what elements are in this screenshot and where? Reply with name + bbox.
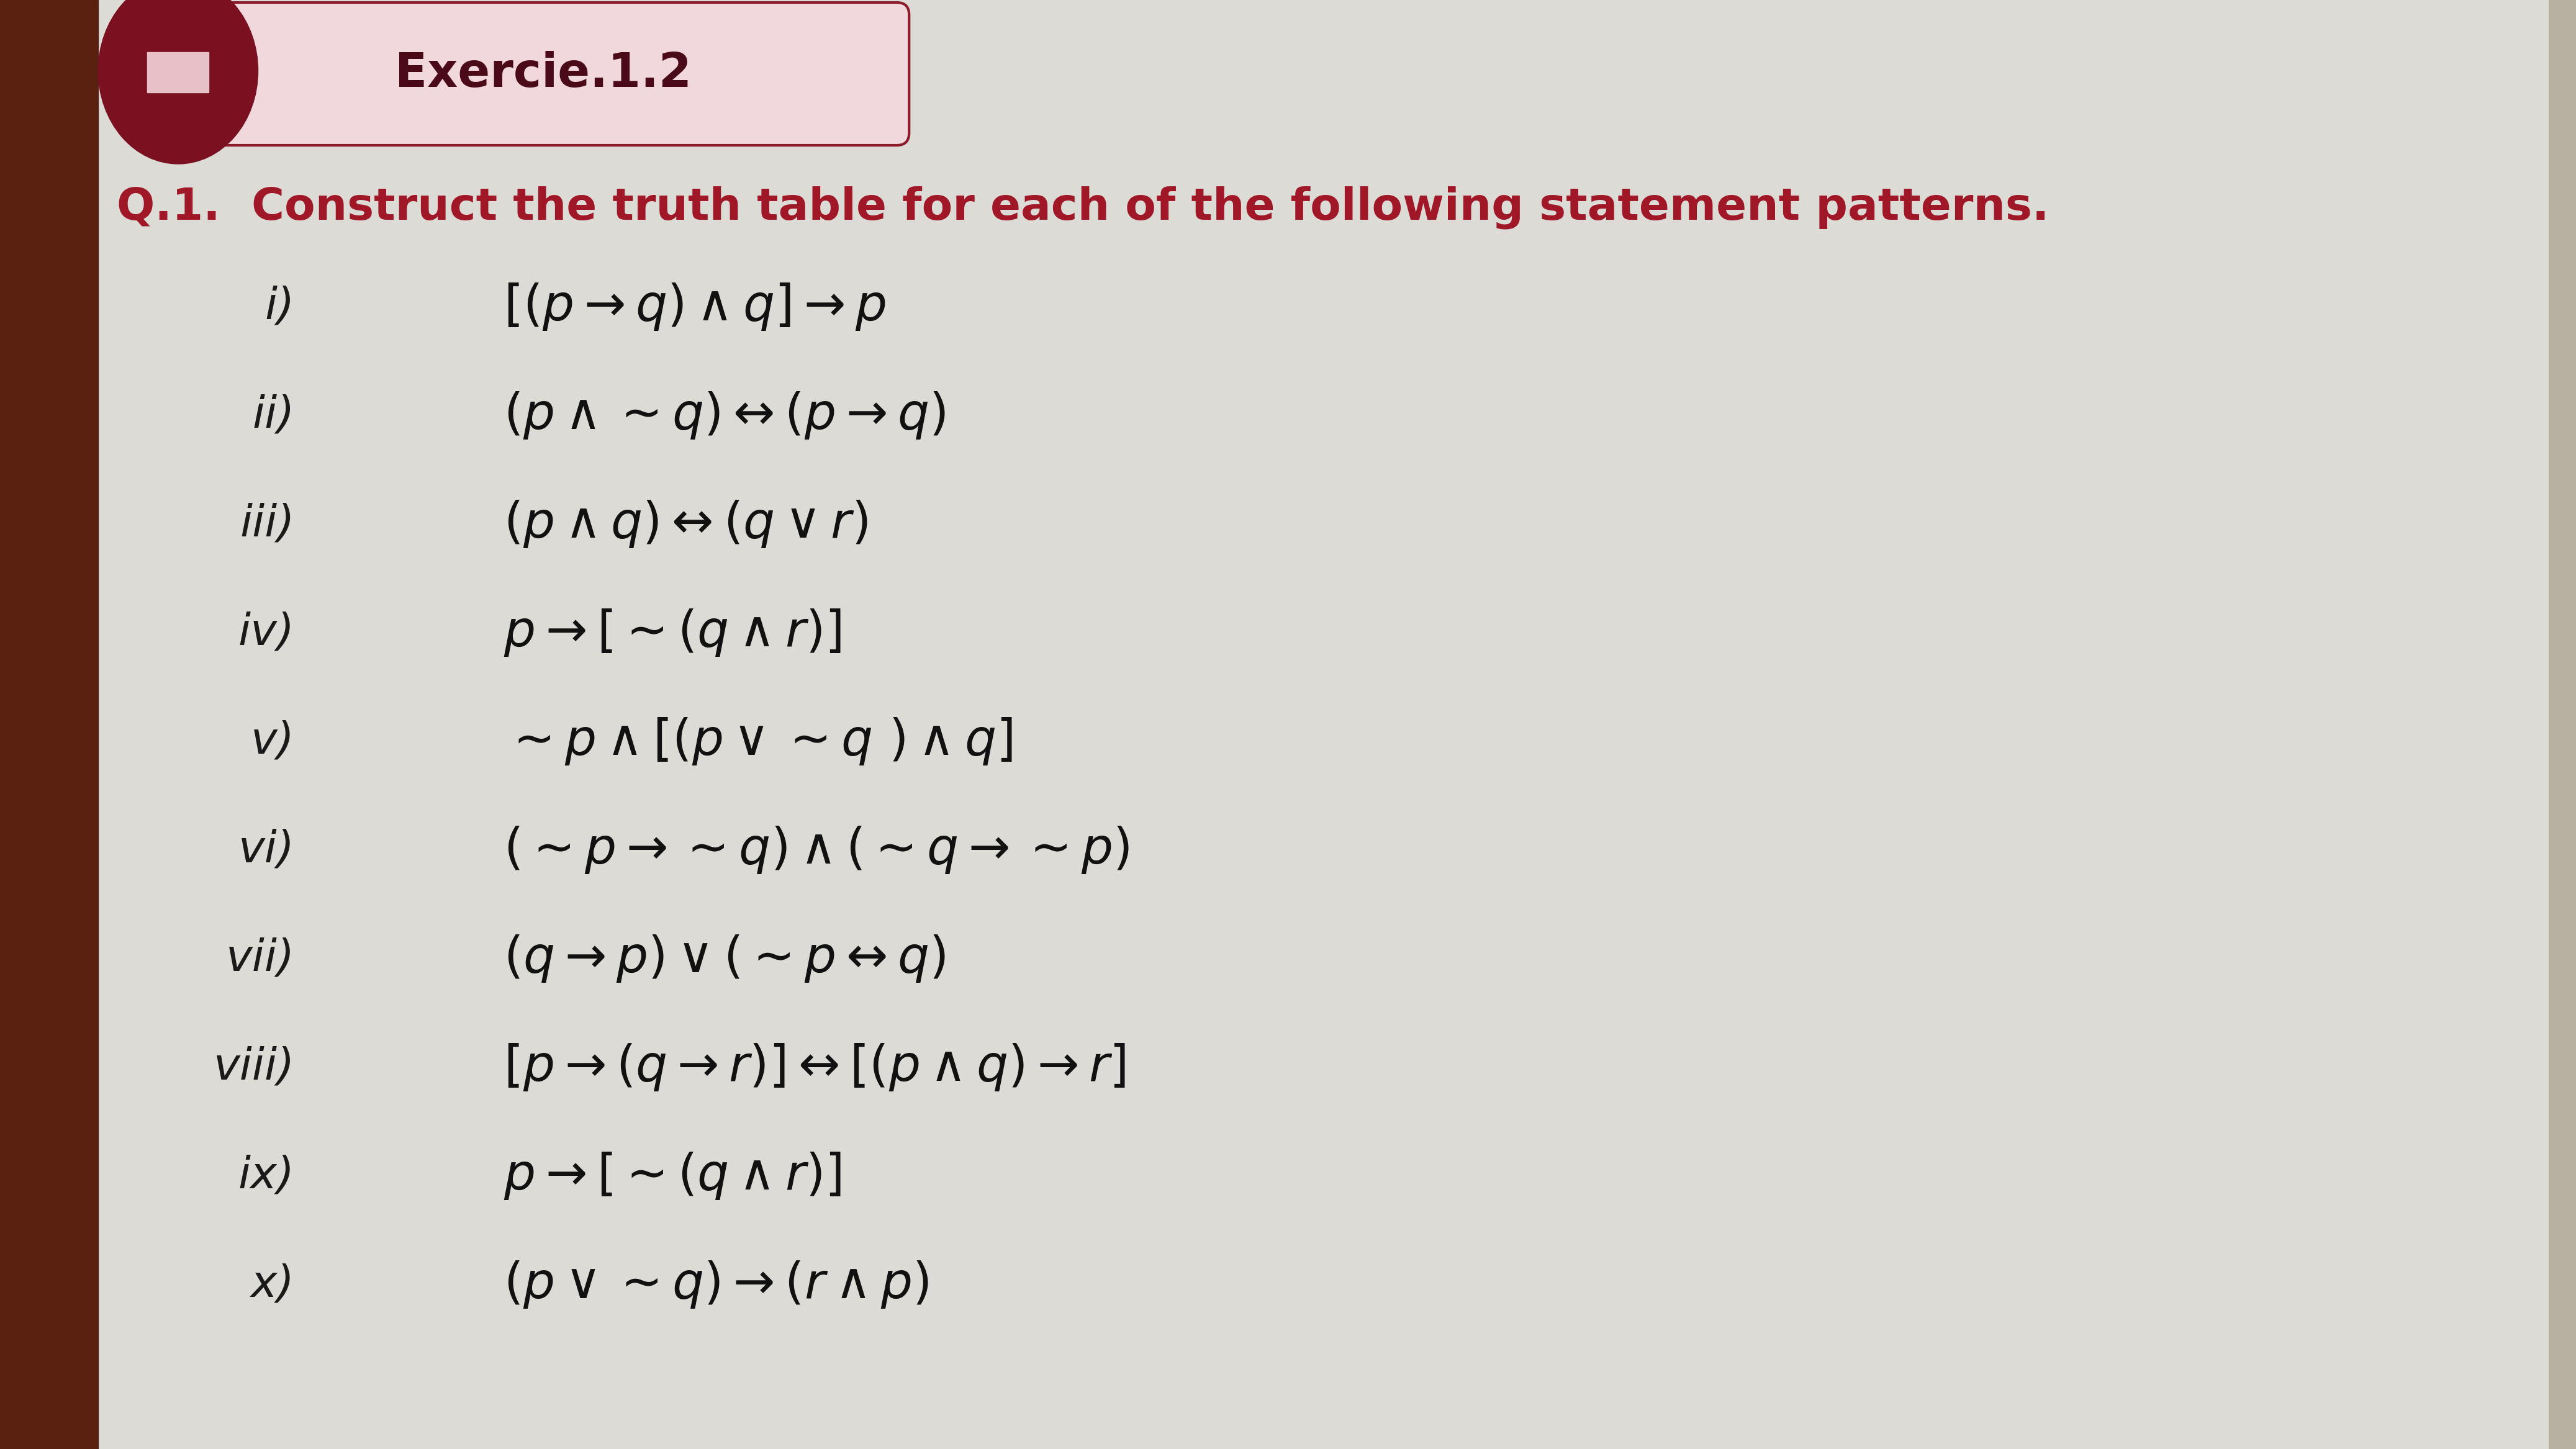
Text: $[(p \rightarrow q) \wedge q] \rightarrow p$: $[(p \rightarrow q) \wedge q] \rightarro… bbox=[505, 281, 886, 332]
Text: ii): ii) bbox=[252, 394, 294, 436]
Text: x): x) bbox=[250, 1264, 294, 1306]
Text: $p \rightarrow [{\sim}(q \wedge r)]$: $p \rightarrow [{\sim}(q \wedge r)]$ bbox=[505, 1151, 842, 1201]
Text: $({\sim}p \rightarrow {\sim}q) \wedge ({\sim}q \rightarrow {\sim}p)$: $({\sim}p \rightarrow {\sim}q) \wedge ({… bbox=[505, 824, 1131, 875]
Text: $(p \wedge {\sim}q) \leftrightarrow (p \rightarrow q)$: $(p \wedge {\sim}q) \leftrightarrow (p \… bbox=[505, 390, 945, 440]
Text: Q.1.  Construct the truth table for each of the following statement patterns.: Q.1. Construct the truth table for each … bbox=[116, 185, 2048, 229]
Ellipse shape bbox=[98, 0, 258, 164]
Text: i): i) bbox=[265, 285, 294, 327]
Text: vi): vi) bbox=[237, 829, 294, 871]
Bar bbox=[0, 0, 98, 1449]
Text: iv): iv) bbox=[237, 611, 294, 653]
Text: $(q \rightarrow p) \vee ({\sim}p \leftrightarrow q)$: $(q \rightarrow p) \vee ({\sim}p \leftri… bbox=[505, 933, 945, 984]
Text: v): v) bbox=[250, 720, 294, 762]
Text: viii): viii) bbox=[214, 1046, 294, 1088]
Text: $[p \rightarrow (q \rightarrow r)] \leftrightarrow [(p \wedge q) \rightarrow r]$: $[p \rightarrow (q \rightarrow r)] \left… bbox=[505, 1042, 1126, 1093]
Text: iii): iii) bbox=[240, 503, 294, 545]
Text: $(p \vee {\sim}q) \rightarrow (r \wedge p)$: $(p \vee {\sim}q) \rightarrow (r \wedge … bbox=[505, 1259, 930, 1310]
Text: ix): ix) bbox=[237, 1155, 294, 1197]
Text: vii): vii) bbox=[227, 938, 294, 980]
FancyBboxPatch shape bbox=[147, 3, 909, 145]
Bar bbox=[147, 52, 209, 93]
Text: $(p \wedge q) \leftrightarrow (q \vee r)$: $(p \wedge q) \leftrightarrow (q \vee r)… bbox=[505, 498, 868, 549]
Text: $p \rightarrow [{\sim}(q \wedge r)]$: $p \rightarrow [{\sim}(q \wedge r)]$ bbox=[505, 607, 842, 658]
Text: ${\sim}p \wedge [(p \vee {\sim}q\ ) \wedge q]$: ${\sim}p \wedge [(p \vee {\sim}q\ ) \wed… bbox=[505, 716, 1012, 767]
Text: Exercie.1.2: Exercie.1.2 bbox=[394, 51, 690, 97]
